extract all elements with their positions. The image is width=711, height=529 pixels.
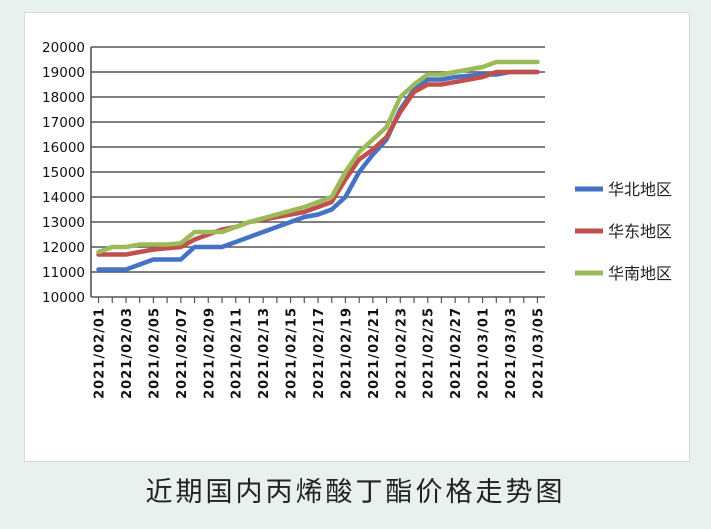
x-tick-label: 2021/03/03 [504,307,519,399]
legend-label: 华北地区 [608,180,672,199]
chart-panel: 10000 11000 12000 13000 14000 15000 16000 17000… [24,12,690,462]
series-line-2 [96,69,540,257]
y-tick-label: 19000 [42,65,85,81]
x-tick-label: 2021/03/05 [531,307,546,399]
y-tick-label: 16000 [42,140,85,156]
x-tick-label: 2021/02/17 [312,307,327,399]
y-tick-label: 20000 [42,40,85,56]
legend-label: 华南地区 [608,264,672,283]
legend-label: 华东地区 [608,222,672,241]
x-tick-label: 2021/02/21 [367,307,382,399]
y-tick-label: 18000 [42,90,85,106]
y-tick-label: 12000 [42,240,85,256]
x-tick-label: 2021/02/19 [339,307,354,399]
x-tick-label: 2021/02/01 [93,307,108,399]
x-tick-label: 2021/02/03 [120,307,135,399]
y-tick-label: 10000 [42,290,85,306]
x-tick-label: 2021/02/09 [202,307,217,399]
y-tick-label: 14000 [42,190,85,206]
x-tick-label: 2021/02/07 [175,307,190,399]
y-tick-label: 11000 [42,265,85,281]
axis-layer: 10000 11000 12000 13000 14000 15000 16000 17000… [42,40,546,399]
series-line-1 [96,69,540,272]
y-tick-label: 15000 [42,165,85,181]
line-chart: 10000 11000 12000 13000 14000 15000 16000 17000… [42,40,672,399]
y-tick-label: 17000 [42,115,85,131]
x-tick-label: 2021/02/13 [257,307,272,399]
x-tick-label: 2021/02/11 [230,307,245,399]
series-layer [96,59,540,272]
x-tick-label: 2021/02/25 [422,307,437,399]
x-tick-label: 2021/02/15 [285,307,300,399]
x-tick-label: 2021/02/27 [449,307,464,399]
y-tick-label: 13000 [42,215,85,231]
chart-caption: 近期国内丙烯酸丁酯价格走势图 [145,477,566,508]
x-tick-label: 2021/02/23 [394,307,409,399]
x-tick-label: 2021/02/05 [147,307,162,399]
series-line-3 [96,59,540,255]
x-tick-label: 2021/03/01 [477,307,492,399]
